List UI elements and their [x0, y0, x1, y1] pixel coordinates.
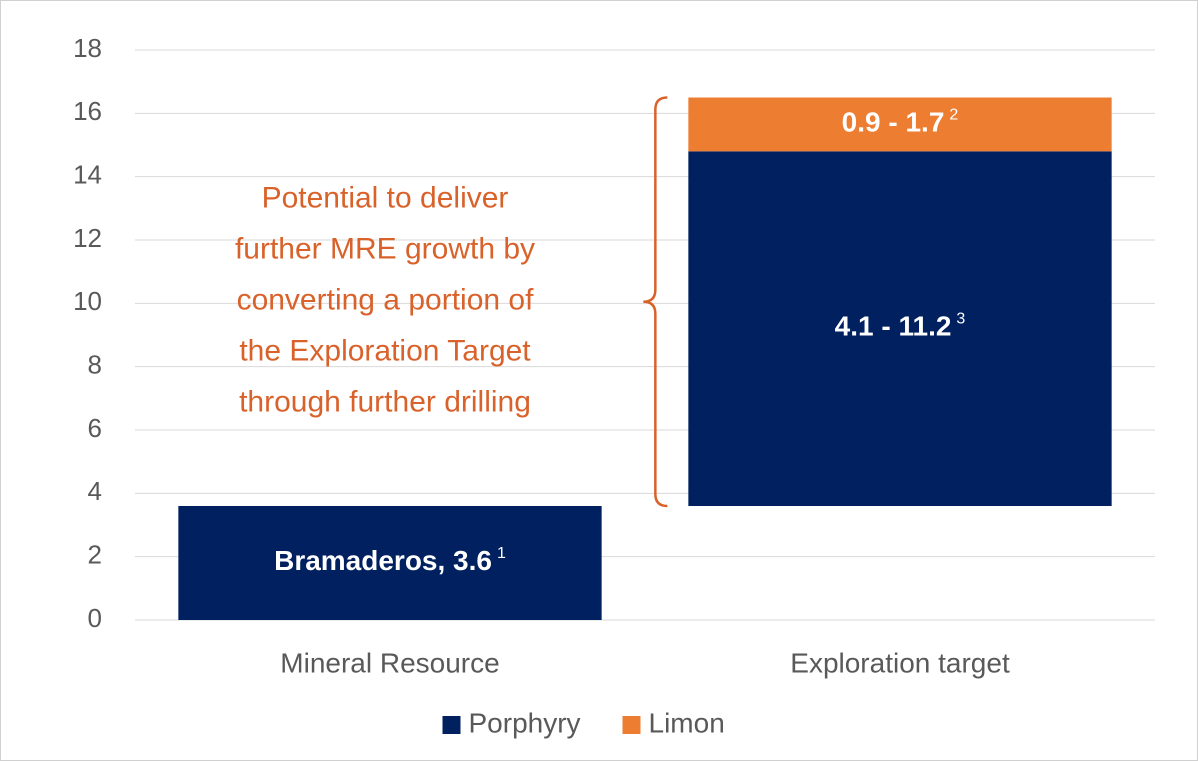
y-tick-label: 14	[73, 160, 102, 190]
data-label-text: 0.9 - 1.7	[842, 107, 945, 138]
annotation-line: through further drilling	[239, 386, 531, 419]
annotation-line: further MRE growth by	[235, 233, 535, 266]
bar-segment	[178, 506, 602, 620]
x-tick-label: Mineral Resource	[280, 647, 499, 678]
y-tick-label: 4	[88, 476, 102, 506]
annotation-line: the Exploration Target	[239, 335, 531, 368]
y-tick-label: 18	[73, 33, 102, 63]
data-label-note: 2	[949, 107, 958, 124]
y-tick-label: 8	[88, 350, 102, 380]
legend-swatch	[622, 716, 641, 734]
bar-segment	[688, 151, 1112, 507]
legend-label: Limon	[649, 707, 725, 738]
data-label-text: 4.1 - 11.2	[835, 311, 952, 342]
bar-segment	[688, 97, 1112, 152]
y-tick-label: 10	[73, 286, 102, 316]
y-tick-label: 12	[73, 223, 102, 253]
x-tick-label: Exploration target	[790, 647, 1010, 678]
data-label: 4.1 - 11.2 3	[835, 311, 966, 342]
data-label: Bramaderos, 3.6 1	[274, 545, 506, 576]
y-tick-label: 6	[88, 413, 102, 443]
annotation-line: Potential to deliver	[262, 182, 509, 215]
data-label-note: 3	[956, 311, 965, 328]
annotation-brace	[643, 96, 668, 508]
data-label: 0.9 - 1.7 2	[842, 107, 959, 138]
legend-swatch	[442, 716, 461, 734]
y-tick-label: 2	[88, 540, 102, 570]
annotation-line: converting a portion of	[237, 284, 535, 317]
data-label-note: 1	[497, 545, 506, 562]
legend-label: Porphyry	[469, 707, 581, 738]
y-tick-label: 0	[88, 603, 102, 633]
data-label-text: Bramaderos, 3.6	[274, 545, 492, 576]
y-tick-label: 16	[73, 96, 102, 126]
